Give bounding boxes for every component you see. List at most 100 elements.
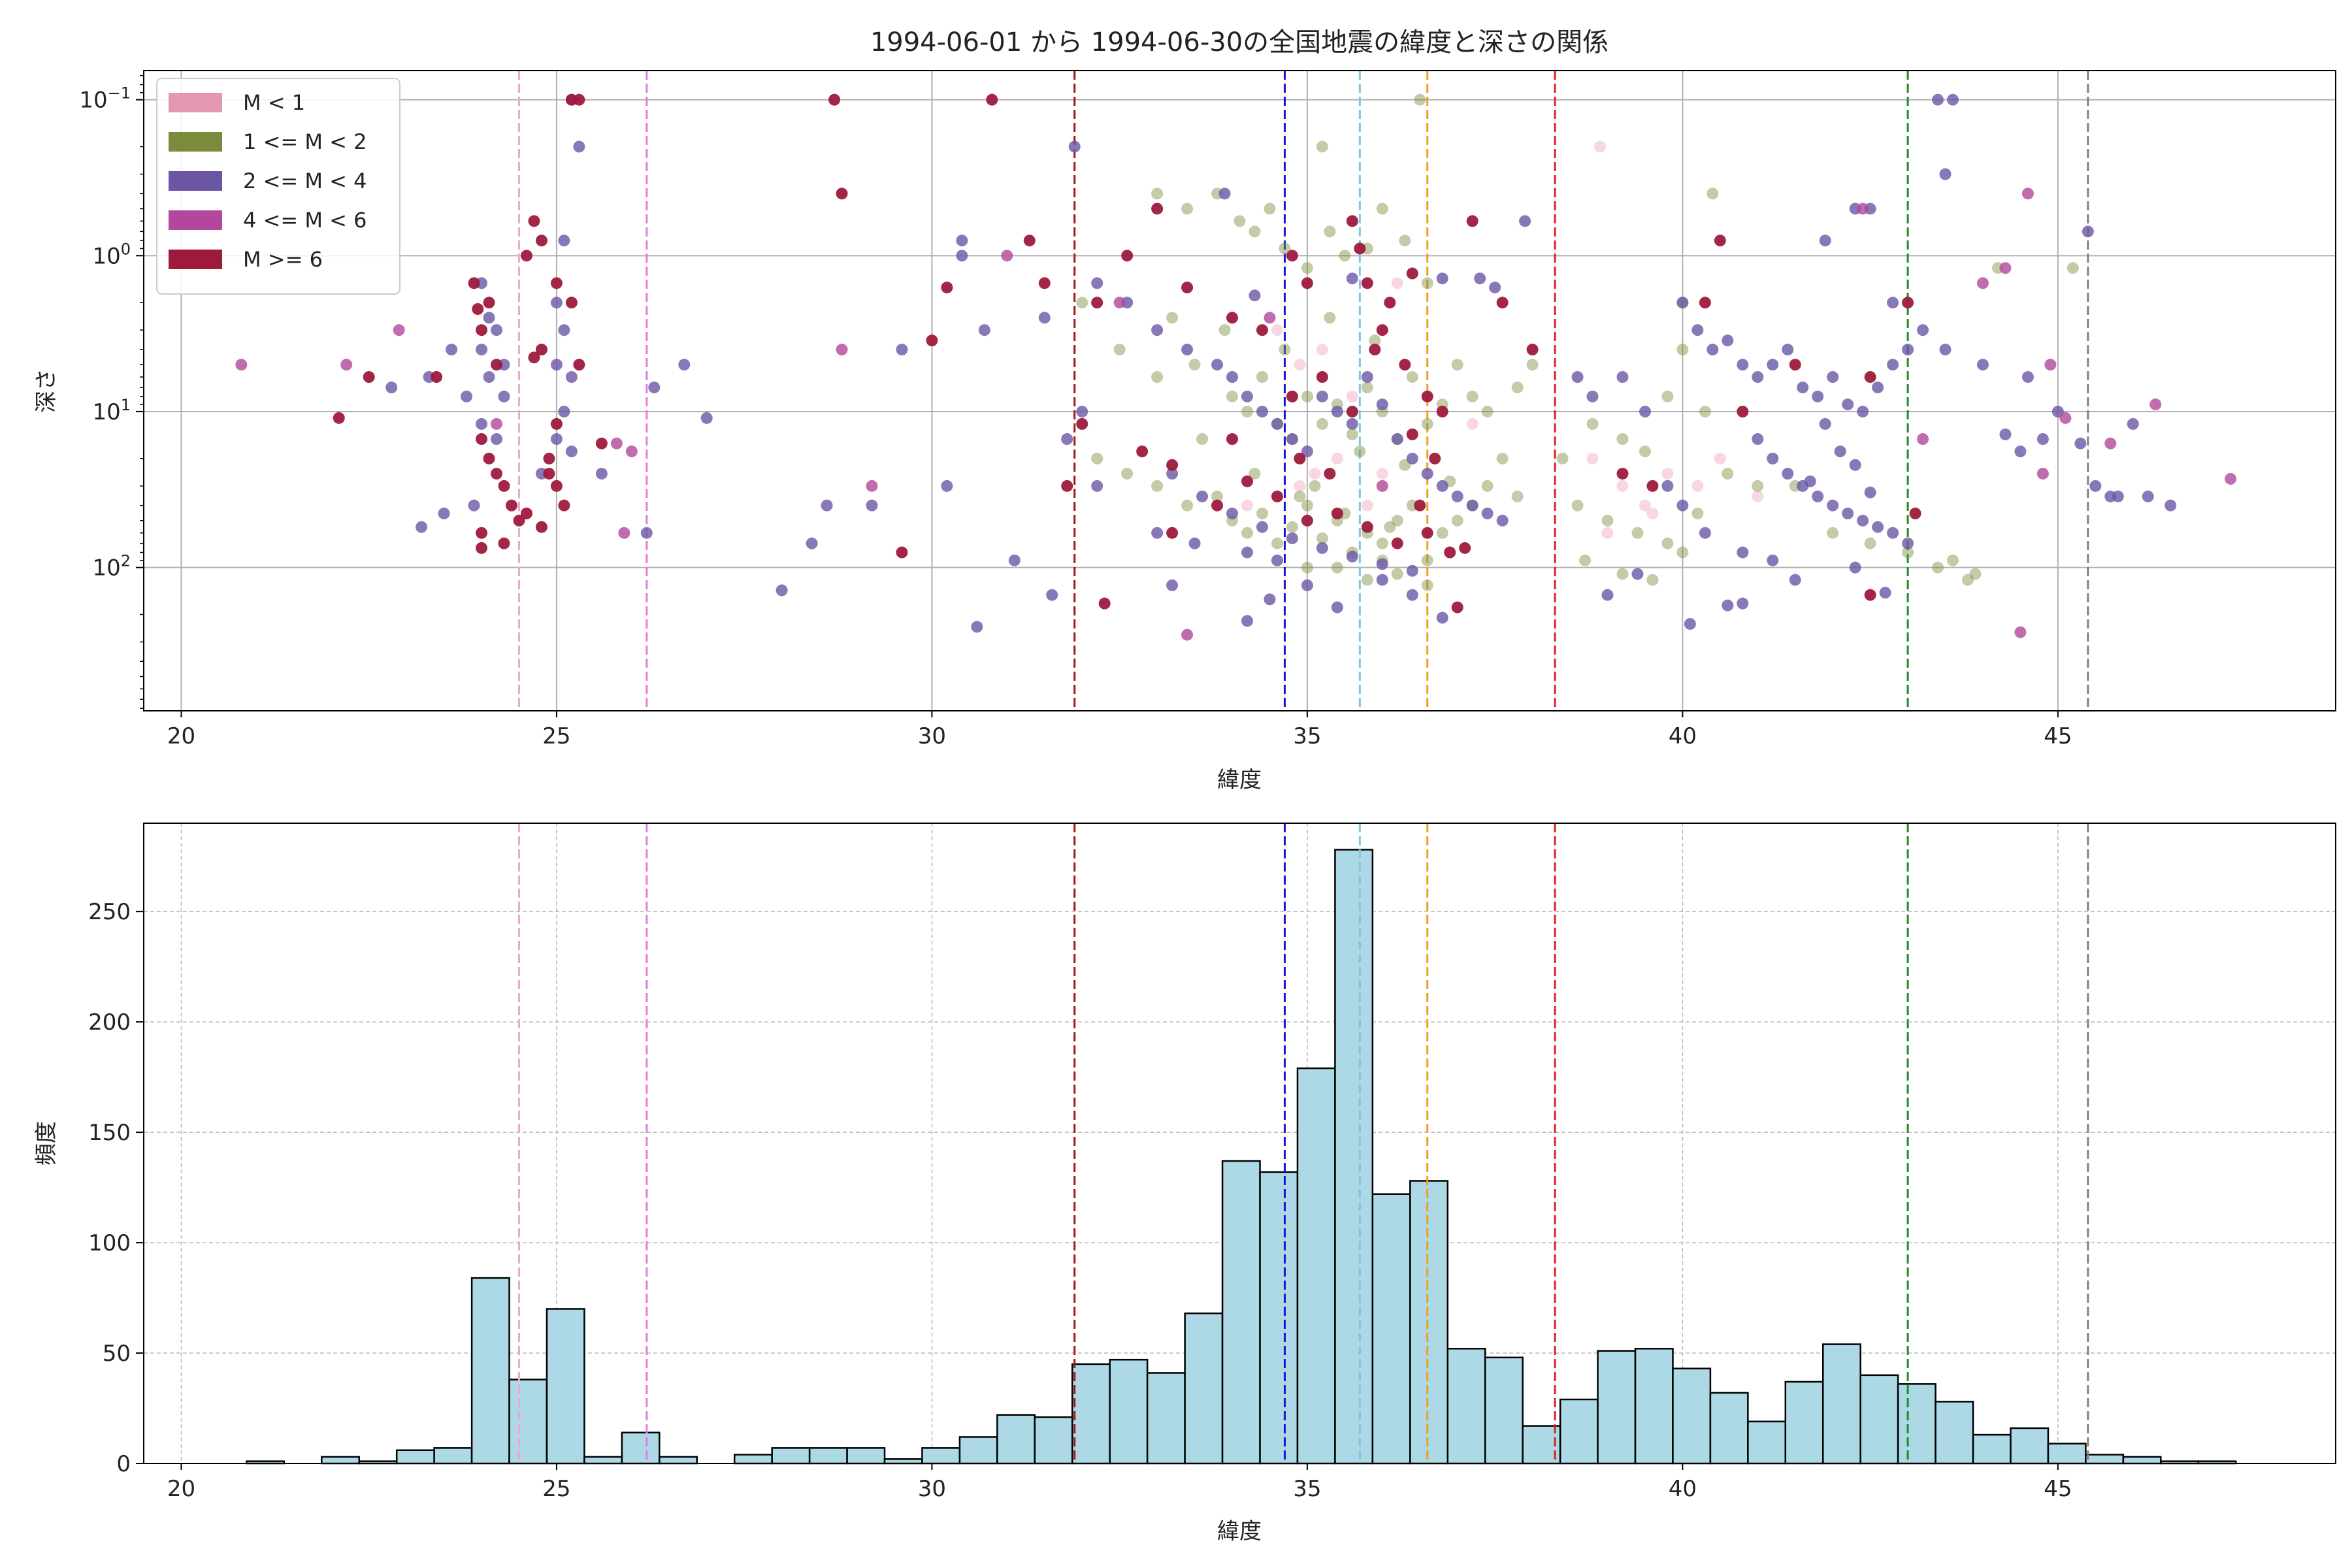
scatter-point-series-3 [1819,235,1831,247]
scatter-point-series-1 [1594,140,1607,153]
scatter-point-series-5 [1406,428,1418,440]
scatter-point-series-5 [1376,324,1388,336]
scatter-point-series-3 [1361,371,1373,384]
scatter-point-series-2 [1586,417,1599,430]
scatter-point-series-1 [1639,499,1651,512]
scatter-point-series-3 [1976,359,1989,371]
scatter-point-series-1 [1752,490,1764,502]
scatter-point-series-4 [2104,437,2117,449]
scatter-point-series-5 [1361,521,1373,533]
scatter-point-series-5 [1226,312,1239,324]
scatter-x-tick-label: 35 [1293,723,1321,749]
histogram-bar [846,1447,886,1465]
scatter-point-series-5 [1902,297,1914,309]
scatter-point-series-3 [821,499,833,512]
scatter-point-series-4 [1001,250,1013,262]
scatter-point-series-3 [1301,445,1313,457]
scatter-point-series-2 [1864,537,1876,549]
scatter-point-series-3 [1406,589,1418,601]
scatter-point-series-4 [2014,626,2027,638]
scatter-y-tick-label: 100 [92,240,131,269]
scatter-point-series-3 [1819,417,1831,430]
scatter-point-series-5 [1714,235,1726,247]
scatter-point-series-5 [468,277,480,289]
scatter-point-series-2 [1369,335,1381,347]
scatter-point-series-3 [1767,452,1779,465]
scatter-point-series-5 [1166,527,1179,539]
scatter-point-series-3 [1346,417,1358,430]
legend-label: M >= 6 [243,247,323,272]
scatter-point-series-3 [1218,188,1231,200]
legend-swatch [169,93,222,112]
scatter-point-series-2 [1196,433,1209,446]
scatter-point-series-3 [1842,399,1854,411]
scatter-point-series-3 [1181,344,1194,356]
scatter-point-series-2 [1616,433,1629,446]
legend-label: 1 <= M < 2 [243,129,367,154]
scatter-point-series-5 [1166,459,1179,471]
scatter-point-series-3 [1586,390,1599,402]
histogram-bar [1522,1425,1561,1465]
scatter-point-series-4 [866,480,878,492]
scatter-point-series-5 [1136,445,1149,457]
scatter-point-series-3 [2021,371,2034,384]
scatter-point-series-2 [1639,445,1651,457]
scatter-point-series-5 [595,437,608,449]
scatter-point-series-3 [1684,617,1696,630]
histogram-bar [583,1456,623,1465]
scatter-point-series-3 [1939,344,1952,356]
scatter-point-series-5 [1789,359,1801,371]
scatter-point-series-3 [1947,93,1959,106]
scatter-point-series-2 [1451,359,1463,371]
histogram-plot-frame [143,823,2336,1464]
histogram-bar [1822,1343,1861,1465]
scatter-point-series-3 [1376,558,1388,570]
scatter-point-series-2 [1233,215,1246,227]
scatter-point-series-5 [1699,297,1711,309]
scatter-point-series-2 [1113,344,1126,356]
scatter-point-series-3 [1211,359,1224,371]
scatter-point-series-2 [1932,561,1944,574]
histogram-bar [733,1454,773,1465]
scatter-point-series-3 [1812,390,1824,402]
scatter-point-series-5 [513,514,525,527]
histogram-reference-lines [517,823,2089,1463]
scatter-point-series-3 [1331,405,1343,417]
scatter-point-series-5 [1151,203,1164,215]
scatter-point-series-5 [1076,417,1088,430]
scatter-point-series-3 [1661,480,1674,492]
scatter-point-series-3 [1226,507,1239,519]
scatter-point-series-5 [896,546,908,559]
scatter-point-series-3 [1639,405,1651,417]
histogram-grid [144,823,2336,1464]
scatter-point-series-3 [1797,382,1809,394]
scatter-point-series-5 [1061,480,1073,492]
scatter-point-series-5 [1241,475,1253,487]
scatter-point-series-4 [1857,203,1869,215]
scatter-point-series-3 [1061,433,1073,446]
scatter-point-series-3 [1256,521,1268,533]
scatter-point-series-3 [1767,554,1779,566]
scatter-point-series-2 [1496,452,1509,465]
scatter-point-series-3 [461,390,473,402]
scatter-point-series-5 [528,215,540,227]
scatter-point-series-1 [1714,452,1726,465]
scatter-point-series-3 [1376,574,1388,586]
scatter-point-series-5 [1864,371,1876,384]
histogram-y-tick-label: 200 [88,1009,131,1036]
scatter-point-series-2 [1279,242,1291,255]
scatter-point-series-4 [1113,297,1126,309]
scatter-point-series-1 [1661,467,1674,480]
scatter-point-series-3 [700,412,713,424]
scatter-point-series-2 [1902,546,1914,559]
scatter-point-series-3 [550,359,563,371]
scatter-point-series-3 [1676,297,1689,309]
scatter-point-series-2 [1579,554,1592,566]
scatter-point-series-2 [1211,490,1224,502]
histogram-bar [1409,1180,1449,1465]
scatter-point-series-3 [678,359,691,371]
scatter-point-series-3 [1519,215,1531,227]
scatter-point-series-3 [1601,589,1614,601]
scatter-point-series-4 [393,324,405,336]
scatter-point-series-2 [1339,250,1351,262]
